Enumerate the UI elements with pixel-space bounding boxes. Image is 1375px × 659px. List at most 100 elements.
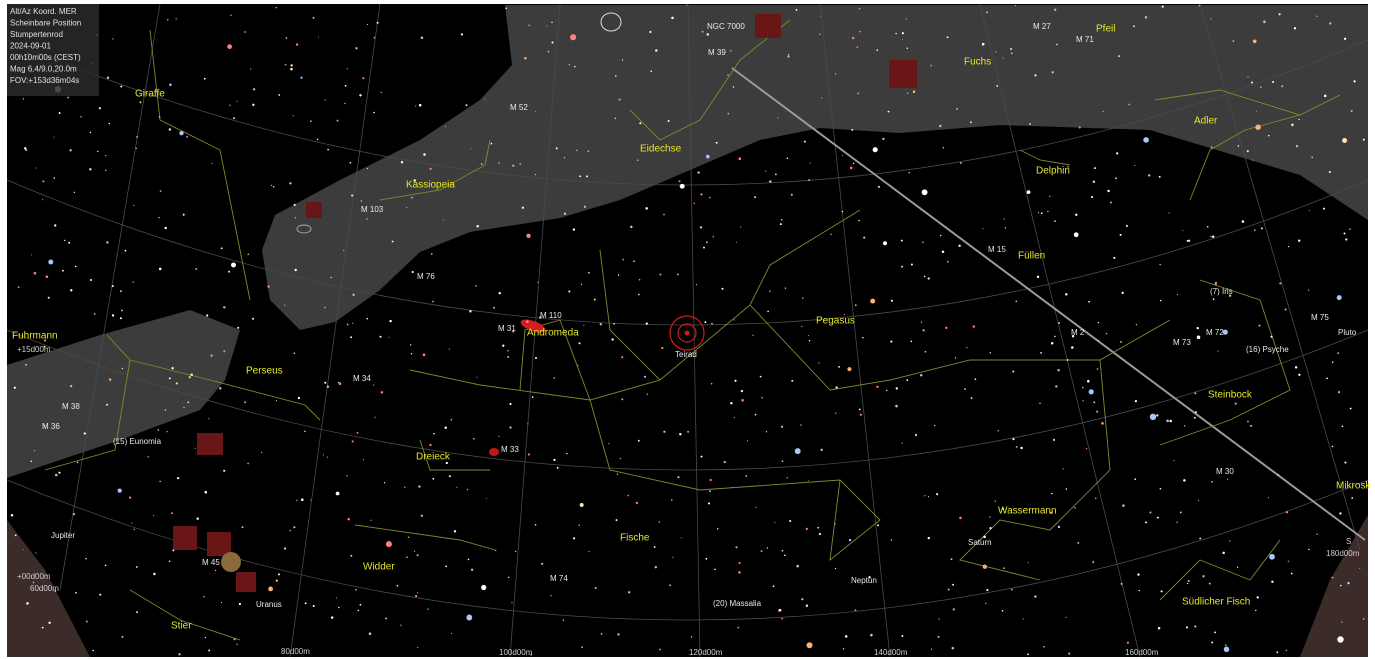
star: [736, 242, 737, 243]
star: [928, 537, 930, 539]
star: [809, 340, 810, 341]
nebula-marker: [755, 14, 781, 38]
star: [59, 112, 61, 114]
star: [781, 426, 783, 428]
star: [1066, 488, 1068, 490]
star: [486, 498, 487, 499]
star: [700, 226, 702, 228]
star: [105, 155, 106, 156]
star: [563, 620, 564, 621]
star: [532, 396, 534, 398]
star: [668, 120, 670, 122]
star: [105, 565, 107, 567]
star: [579, 175, 581, 177]
star: [800, 424, 801, 425]
star: [995, 51, 996, 52]
star: [233, 117, 235, 119]
nebula-marker: [207, 532, 231, 556]
star: [1363, 139, 1365, 141]
star: [818, 362, 819, 363]
star: [754, 196, 756, 198]
star: [615, 117, 617, 119]
star: [1082, 387, 1083, 388]
star: [671, 17, 674, 20]
cluster: [221, 552, 241, 572]
star: [859, 8, 861, 10]
star: [687, 431, 689, 433]
star: [415, 105, 416, 106]
star: [1187, 240, 1189, 242]
star: [731, 487, 732, 488]
star: [859, 31, 861, 33]
object-label: M 103: [361, 205, 384, 214]
star: [990, 352, 991, 353]
star: [697, 171, 699, 173]
star: [133, 282, 134, 283]
star: [253, 88, 255, 90]
star: [1271, 581, 1273, 583]
star: [1145, 16, 1147, 18]
star: [761, 397, 762, 398]
star: [58, 472, 60, 474]
star: [106, 241, 108, 243]
star: [470, 148, 471, 149]
constellation-label: Mikrosk: [1336, 481, 1371, 492]
star: [1016, 446, 1018, 448]
star: [740, 226, 741, 227]
star: [526, 320, 528, 322]
star: [1133, 25, 1135, 27]
star: [267, 285, 269, 287]
star: [1077, 542, 1079, 544]
star: [1316, 534, 1317, 535]
star: [891, 539, 892, 540]
star: [304, 431, 305, 432]
star: [415, 595, 417, 597]
star: [850, 167, 853, 170]
star: [902, 32, 904, 34]
star: [493, 307, 495, 309]
star: [94, 313, 96, 315]
star: [1227, 479, 1228, 480]
star: [1065, 293, 1067, 295]
star: [445, 126, 446, 127]
star: [1049, 196, 1050, 197]
star: [392, 241, 394, 243]
star: [1337, 295, 1342, 300]
star: [310, 500, 311, 501]
star: [136, 611, 138, 613]
star: [471, 569, 473, 571]
star: [507, 350, 508, 351]
star: [1210, 18, 1211, 19]
star: [1093, 181, 1095, 183]
star: [358, 610, 359, 611]
star: [36, 167, 37, 168]
star: [408, 537, 409, 538]
star: [419, 104, 422, 107]
star: [777, 118, 778, 119]
star: [338, 607, 339, 608]
star: [581, 646, 583, 648]
star: [273, 186, 275, 188]
star: [947, 261, 949, 263]
object-label: M 31: [498, 324, 516, 333]
star: [796, 9, 798, 11]
star: [1027, 190, 1031, 194]
star: [639, 122, 641, 124]
star: [1135, 400, 1137, 402]
star: [1288, 561, 1289, 562]
star: [535, 111, 536, 112]
star: [907, 92, 909, 94]
star: [1260, 86, 1262, 88]
star: [842, 211, 843, 212]
star: [1238, 145, 1240, 147]
star: [1213, 298, 1215, 300]
object-label: M 71: [1076, 35, 1094, 44]
star: [528, 25, 530, 27]
star: [228, 271, 230, 273]
star: [80, 116, 82, 118]
star: [782, 550, 784, 552]
star: [1149, 511, 1151, 513]
star: [336, 492, 340, 496]
star: [1268, 135, 1270, 137]
star: [1207, 226, 1209, 228]
